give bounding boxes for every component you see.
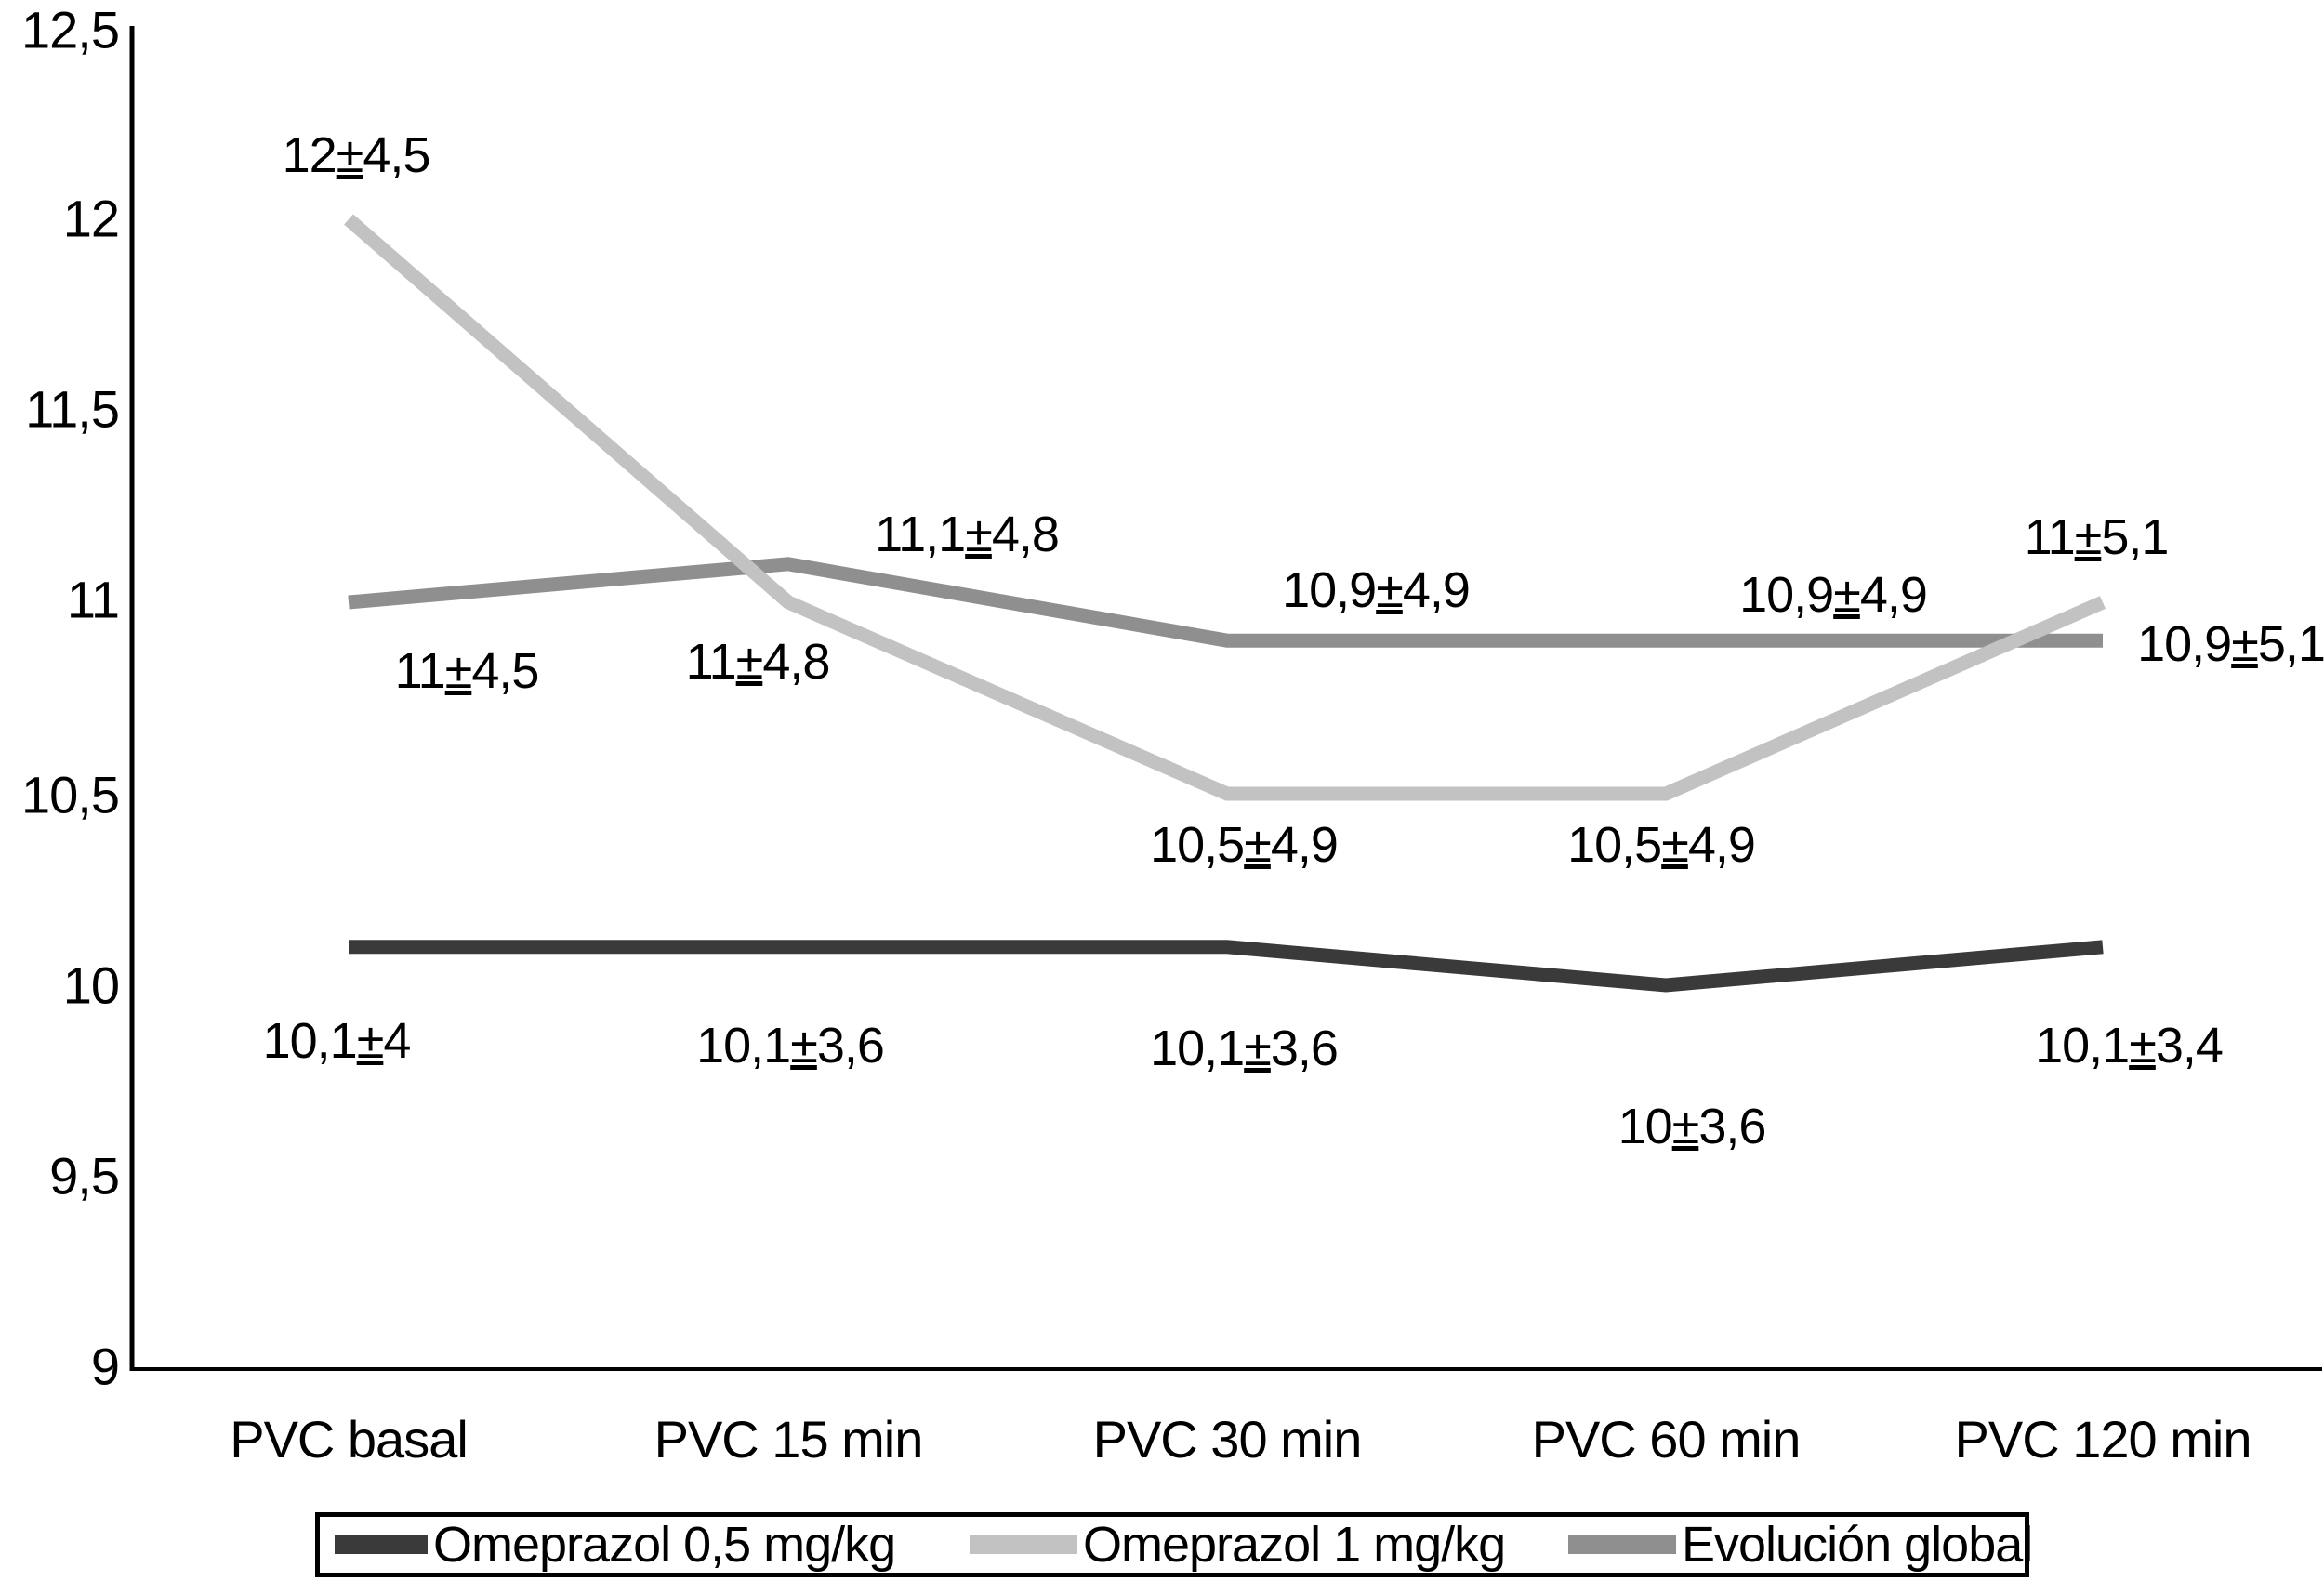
legend-swatch-omeprazol-0-5-mg-kg: [335, 1535, 428, 1554]
axes: [129, 26, 2322, 1371]
series-line-evoluci-n-global: [348, 557, 2103, 648]
legend-swatch-evoluci-n-global: [1568, 1535, 1676, 1554]
point-label-omeprazol-1-mg-kg-4: 11±5,1: [2024, 508, 2170, 566]
point-label-sd: 5,1: [2101, 509, 2169, 565]
point-label-sd: 4,5: [471, 643, 539, 699]
plus-minus-sign: ±: [2074, 509, 2103, 565]
plus-minus-sign: ±: [790, 1018, 818, 1074]
point-label-sd: 4,8: [762, 634, 830, 690]
point-label-omeprazol-0-5-mg-kg-4: 10,1±3,4: [2035, 1017, 2224, 1074]
point-label-mean: 11: [685, 634, 737, 690]
point-label-omeprazol-1-mg-kg-0: 12±4,5: [282, 126, 431, 184]
series-line-omeprazol-1-mg-kg: [344, 214, 2106, 801]
point-label-sd: 4,9: [1859, 567, 1928, 623]
point-label-mean: 12: [282, 127, 337, 183]
plus-minus-sign: ±: [1244, 1021, 1272, 1076]
point-label-mean: 10,5: [1150, 817, 1245, 873]
point-label-sd: 4,9: [1270, 817, 1339, 873]
point-label-sd: 4,9: [1687, 817, 1756, 873]
point-label-mean: 10,9: [1282, 562, 1377, 618]
point-label-mean: 10,9: [2137, 616, 2232, 672]
point-label-mean: 10,1: [2035, 1018, 2130, 1074]
point-label-sd: 3,6: [1270, 1021, 1339, 1076]
y-tick-label-9: 9: [90, 1337, 120, 1396]
plus-minus-sign: ±: [1671, 1099, 1700, 1154]
legend-entry-evoluci-n-global: Evolución global: [1568, 1517, 2033, 1573]
plus-minus-sign: ±: [2129, 1018, 2157, 1074]
plus-minus-sign: ±: [2231, 616, 2259, 672]
point-label-sd: 4: [383, 1013, 411, 1069]
y-tick-label-9-5: 9,5: [49, 1146, 120, 1206]
legend-entry-omeprazol-1-mg-kg: Omeprazol 1 mg/kg: [970, 1517, 1506, 1573]
point-label-sd: 4,8: [991, 507, 1060, 562]
point-label-omeprazol-0-5-mg-kg-2: 10,1±3,6: [1150, 1020, 1339, 1077]
x-category-label-pvc-basal: PVC basal: [230, 1410, 469, 1469]
point-label-mean: 10,1: [262, 1013, 358, 1069]
x-category-label-pvc-15-min: PVC 15 min: [654, 1410, 924, 1469]
x-category-label-pvc-120-min: PVC 120 min: [1954, 1410, 2252, 1469]
plus-minus-sign: ±: [1661, 817, 1689, 873]
point-label-mean: 10,9: [1739, 567, 1834, 623]
plus-minus-sign: ±: [1833, 567, 1861, 623]
y-tick-label-11-5: 11,5: [25, 379, 120, 439]
legend-label-omeprazol-1-mg-kg: Omeprazol 1 mg/kg: [1083, 1517, 1506, 1573]
point-label-sd: 3,6: [1698, 1099, 1766, 1154]
legend-label-omeprazol-0-5-mg-kg: Omeprazol 0,5 mg/kg: [433, 1517, 896, 1573]
point-label-sd: 4,9: [1402, 562, 1471, 618]
plus-minus-sign: ±: [1376, 562, 1404, 618]
plus-minus-sign: ±: [965, 507, 993, 562]
point-label-mean: 10,1: [696, 1018, 791, 1074]
y-tick-label-10-5: 10,5: [21, 765, 120, 824]
point-label-omeprazol-0-5-mg-kg-1: 10,1±3,6: [696, 1017, 885, 1074]
point-label-sd: 4,5: [363, 127, 430, 183]
point-label-mean: 10,5: [1567, 817, 1662, 873]
plus-minus-sign: ±: [735, 634, 764, 690]
point-label-omeprazol-0-5-mg-kg-3: 10±3,6: [1618, 1098, 1767, 1155]
point-label-mean: 11,1: [875, 507, 966, 562]
point-label-sd: 5,1: [2257, 616, 2324, 672]
point-label-evoluci-n-global-0: 11±4,5: [394, 642, 540, 700]
point-label-mean: 10: [1618, 1099, 1673, 1154]
plus-minus-sign: ±: [336, 127, 364, 183]
point-label-evoluci-n-global-2: 10,9±4,9: [1282, 561, 1471, 619]
series-lines: [344, 214, 2106, 993]
point-label-omeprazol-1-mg-kg-1: 11±4,8: [685, 633, 831, 691]
legend-entry-omeprazol-0-5-mg-kg: Omeprazol 0,5 mg/kg: [335, 1517, 896, 1573]
x-category-label-pvc-30-min: PVC 30 min: [1092, 1410, 1363, 1469]
point-label-mean: 10,1: [1150, 1021, 1245, 1076]
point-label-sd: 3,4: [2155, 1018, 2224, 1074]
point-label-sd: 3,6: [816, 1018, 885, 1074]
y-tick-label-11: 11: [66, 570, 120, 629]
series-line-omeprazol-0-5-mg-kg: [349, 940, 2104, 993]
legend: Omeprazol 0,5 mg/kg Omeprazol 1 mg/kg Evol…: [315, 1512, 2033, 1577]
point-label-evoluci-n-global-1: 11,1±4,8: [875, 506, 1060, 563]
point-label-omeprazol-1-mg-kg-3: 10,5±4,9: [1567, 816, 1756, 874]
point-label-evoluci-n-global-3: 10,9±4,9: [1739, 566, 1928, 624]
y-tick-label-12: 12: [62, 189, 120, 248]
plus-minus-sign: ±: [356, 1013, 385, 1069]
y-tick-label-10: 10: [62, 955, 120, 1015]
point-label-evoluci-n-global-4: 10,9±5,1: [2137, 615, 2324, 673]
plus-minus-sign: ±: [1244, 817, 1272, 873]
point-label-omeprazol-0-5-mg-kg-0: 10,1±4: [262, 1012, 412, 1070]
y-tick-label-12-5: 12,5: [21, 0, 120, 59]
point-label-mean: 11: [394, 643, 446, 699]
point-label-mean: 11: [2024, 509, 2076, 565]
legend-label-evoluci-n-global: Evolución global: [1682, 1517, 2033, 1573]
legend-swatch-omeprazol-1-mg-kg: [970, 1535, 1077, 1554]
point-label-omeprazol-1-mg-kg-2: 10,5±4,9: [1150, 816, 1339, 874]
plus-minus-sign: ±: [444, 643, 473, 699]
x-category-label-pvc-60-min: PVC 60 min: [1531, 1410, 1802, 1469]
